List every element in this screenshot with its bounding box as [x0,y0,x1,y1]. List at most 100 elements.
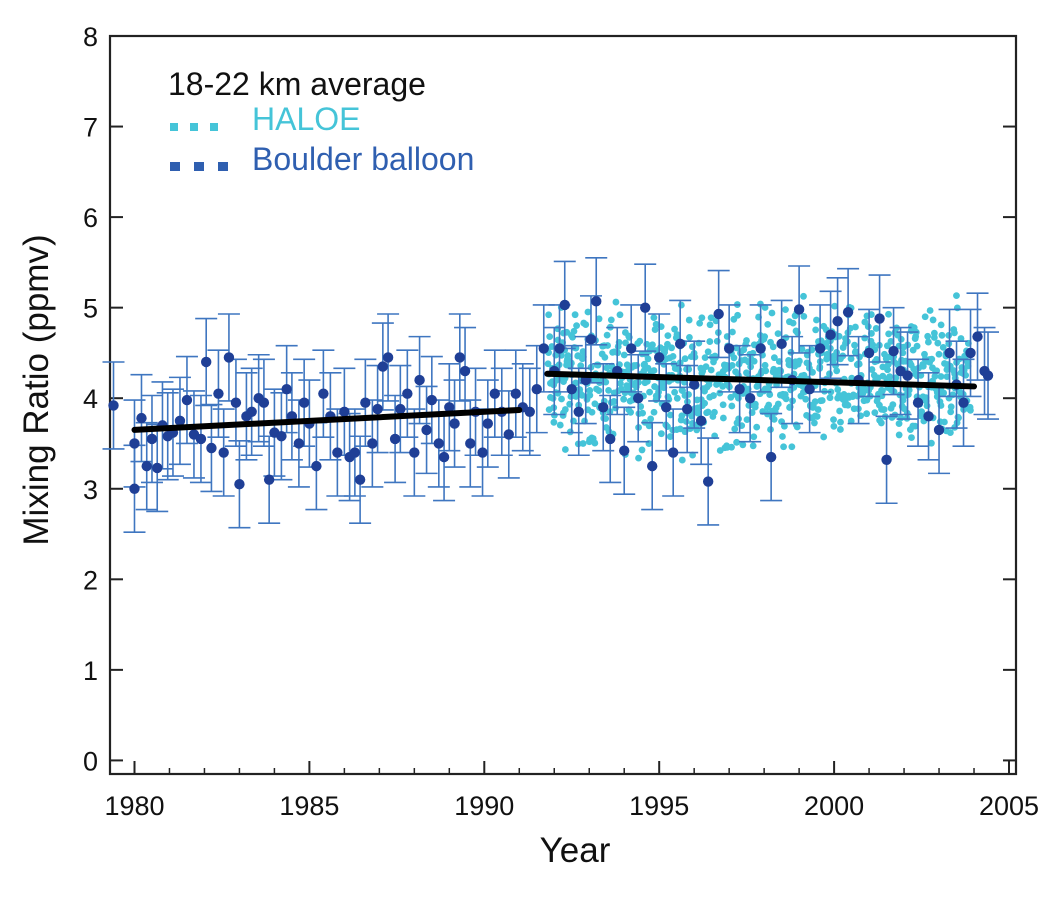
boulder-point [982,370,994,381]
boulder-point [426,394,438,406]
y-tick-label: 4 [83,384,98,414]
haloe-point [930,329,938,337]
haloe-point [584,308,592,316]
boulder-point [409,447,420,458]
haloe-point [685,391,692,398]
haloe-point [558,395,565,403]
trend-line [544,370,978,390]
haloe-point [698,314,706,322]
haloe-point [735,415,743,423]
boulder-point [881,454,892,465]
haloe-point [671,388,679,396]
boulder-point [152,462,163,474]
boulder-point [354,474,366,485]
boulder-point [360,397,371,408]
boulder-point [524,406,535,417]
haloe-point [872,325,880,332]
haloe-point [761,361,769,369]
haloe-point [591,439,599,447]
haloe-point [774,400,782,408]
haloe-point [681,355,689,363]
haloe-point [938,331,946,339]
haloe-point [918,408,925,416]
boulder-point [482,418,493,429]
haloe-point [686,333,693,341]
haloe-point [935,350,943,358]
boulder-point [382,352,394,363]
haloe-point [856,353,863,361]
haloe-point [764,320,772,328]
haloe-point [603,364,611,372]
boulder-point [311,460,322,472]
boulder-point [647,460,658,472]
haloe-point [834,386,842,393]
haloe-point [800,292,807,300]
haloe-point [636,337,644,345]
boulder-point [912,397,924,408]
boulder-point [449,418,460,429]
haloe-point [719,382,727,390]
haloe-point [749,442,757,450]
boulder-point [566,383,577,395]
boulder-point [554,343,565,354]
haloe-point [595,315,603,323]
haloe-point [943,373,951,380]
haloe-point [940,389,948,397]
haloe-point [789,319,797,327]
boulder-point [902,370,913,381]
x-tick-labels: 1980 1985 1990 1995 2000 2005 [104,791,1039,821]
haloe-point [729,328,736,336]
haloe-point [937,321,945,329]
haloe-point [934,339,942,347]
y-tick-labels: 0 1 2 3 4 5 6 7 8 [83,22,98,776]
haloe-point [951,329,958,337]
boulder-point [332,447,343,458]
haloe-point [675,366,683,373]
haloe-point [929,316,937,324]
x-axis-title: Year [540,831,611,870]
haloe-point [927,439,935,447]
haloe-point [762,367,770,375]
haloe-point [885,330,893,338]
haloe-point [753,423,761,431]
boulder-point [503,429,514,440]
legend: 18-22 km average HALOE Boulder balloon [168,66,474,177]
haloe-point [607,316,615,324]
haloe-point [835,332,843,340]
haloe-point [635,454,642,462]
boulder-point [626,343,637,354]
haloe-point [774,330,782,338]
haloe-point [650,408,658,416]
haloe-point [953,292,960,300]
haloe-point [573,322,580,330]
haloe-point [654,385,662,393]
x-tick-label: 1985 [279,791,339,821]
boulder-point [888,345,899,357]
haloe-point [694,409,702,417]
haloe-point [868,366,876,373]
haloe-point [964,359,972,367]
haloe-point [671,325,678,333]
haloe-point [880,406,888,413]
trend-line [131,406,523,433]
haloe-point [924,338,932,346]
haloe-point [889,401,897,409]
haloe-point [731,425,739,433]
boulder-point [510,388,521,399]
y-tick-label: 1 [83,656,98,686]
haloe-point [751,400,759,408]
haloe-point [921,313,929,321]
haloe-point [833,367,841,375]
haloe-point [728,362,736,369]
haloe-point [719,414,727,422]
haloe-point [937,373,945,380]
boulder-point [538,343,549,354]
haloe-point [601,353,609,361]
haloe-point [809,368,816,376]
haloe-point [833,349,841,356]
haloe-point [579,348,587,355]
haloe-point [814,406,822,413]
haloe-point [571,311,579,319]
haloe-point [779,433,786,440]
haloe-point [701,354,709,362]
